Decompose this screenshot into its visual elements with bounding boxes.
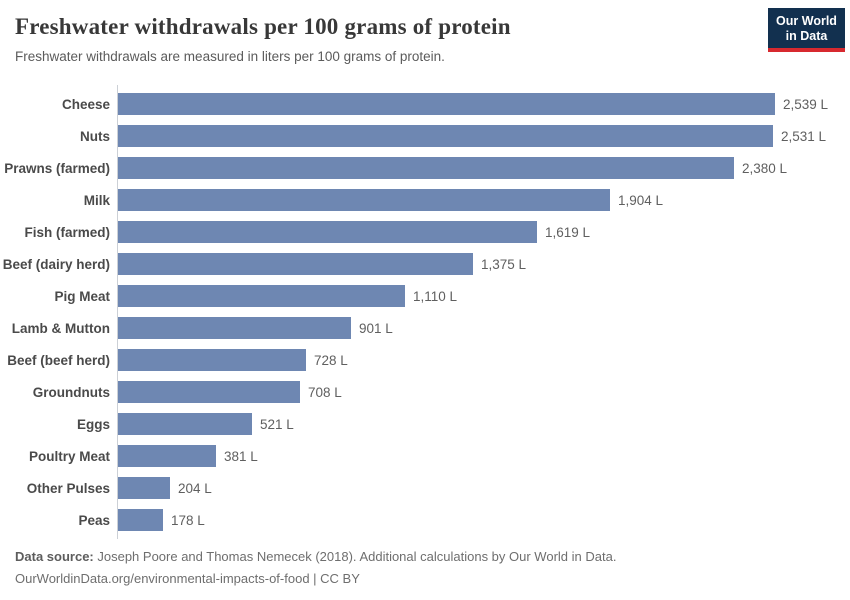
value-label: 2,531 L <box>781 128 827 144</box>
bar[interactable] <box>117 93 775 115</box>
bar-row: Milk 1,904 L <box>0 184 850 216</box>
bar[interactable] <box>117 189 610 211</box>
bar[interactable] <box>117 349 306 371</box>
bar[interactable] <box>117 253 473 275</box>
value-label: 381 L <box>224 448 258 464</box>
category-label: Cheese <box>61 96 110 112</box>
value-label: 728 L <box>314 352 348 368</box>
owid-logo-line2: in Data <box>785 29 828 43</box>
bar-row: Prawns (farmed) 2,380 L <box>0 152 850 184</box>
bar-track: 2,539 L <box>117 93 850 115</box>
value-label: 178 L <box>171 512 205 528</box>
bar-row: Eggs 521 L <box>0 408 850 440</box>
bar-track: 1,110 L <box>117 285 850 307</box>
value-label: 521 L <box>260 416 294 432</box>
bar-row: Groundnuts 708 L <box>0 376 850 408</box>
value-label: 1,110 L <box>413 288 458 304</box>
bar-track: 2,531 L <box>117 125 850 147</box>
bar-track: 204 L <box>117 477 850 499</box>
bar-row: Pig Meat 1,110 L <box>0 280 850 312</box>
bar-track: 1,619 L <box>117 221 850 243</box>
value-label: 2,539 L <box>783 96 829 112</box>
bar-row: Beef (beef herd) 728 L <box>0 344 850 376</box>
category-label: Milk <box>83 192 110 208</box>
bar[interactable] <box>117 125 773 147</box>
bar-track: 178 L <box>117 509 850 531</box>
bar[interactable] <box>117 317 351 339</box>
category-label: Peas <box>78 512 110 528</box>
footer-link-line: OurWorldinData.org/environmental-impacts… <box>15 571 360 586</box>
chart-header: Freshwater withdrawals per 100 grams of … <box>15 14 835 64</box>
bar-row: Other Pulses 204 L <box>0 472 850 504</box>
category-label: Beef (dairy herd) <box>2 256 110 272</box>
y-axis-line <box>117 85 118 539</box>
bar-row: Peas 178 L <box>0 504 850 536</box>
category-label: Prawns (farmed) <box>4 160 110 176</box>
data-source-line: Data source: Joseph Poore and Thomas Nem… <box>15 546 835 568</box>
bar-track: 2,380 L <box>117 157 850 179</box>
bar-track: 381 L <box>117 445 850 467</box>
chart-subtitle: Freshwater withdrawals are measured in l… <box>15 49 445 64</box>
value-label: 1,619 L <box>545 224 591 240</box>
bar[interactable] <box>117 381 300 403</box>
bar-track: 1,375 L <box>117 253 850 275</box>
bar-row: Fish (farmed) 1,619 L <box>0 216 850 248</box>
bar[interactable] <box>117 477 170 499</box>
bar-row: Nuts 2,531 L <box>0 120 850 152</box>
category-label: Nuts <box>80 128 110 144</box>
owid-logo[interactable]: Our World in Data <box>768 8 845 52</box>
category-label: Eggs <box>76 416 110 432</box>
category-label: Other Pulses <box>26 480 110 496</box>
category-label: Poultry Meat <box>28 448 110 464</box>
bar-track: 901 L <box>117 317 850 339</box>
bar-track: 708 L <box>117 381 850 403</box>
owid-logo-line1: Our World <box>776 14 837 28</box>
value-label: 708 L <box>308 384 342 400</box>
bar[interactable] <box>117 509 163 531</box>
bar-track: 1,904 L <box>117 189 850 211</box>
category-label: Fish (farmed) <box>24 224 110 240</box>
bar-row: Cheese 2,539 L <box>0 88 850 120</box>
value-label: 1,904 L <box>618 192 664 208</box>
bar[interactable] <box>117 157 734 179</box>
bar-row: Lamb & Mutton 901 L <box>0 312 850 344</box>
bar[interactable] <box>117 413 252 435</box>
category-label: Beef (beef herd) <box>7 352 110 368</box>
data-source-label: Data source: <box>15 549 94 564</box>
data-source-text: Joseph Poore and Thomas Nemecek (2018). … <box>93 549 617 564</box>
chart-title: Freshwater withdrawals per 100 grams of … <box>15 14 511 39</box>
category-label: Lamb & Mutton <box>11 320 110 336</box>
bar-row: Poultry Meat 381 L <box>0 440 850 472</box>
bar[interactable] <box>117 221 537 243</box>
bar[interactable] <box>117 285 405 307</box>
value-label: 901 L <box>359 320 393 336</box>
value-label: 204 L <box>178 480 212 496</box>
bar-track: 521 L <box>117 413 850 435</box>
bar[interactable] <box>117 445 216 467</box>
bar-chart: Cheese 2,539 L Nuts 2,531 L Prawns (farmed) 2… <box>0 85 850 539</box>
category-label: Pig Meat <box>54 288 110 304</box>
value-label: 1,375 L <box>481 256 527 272</box>
bar-track: 728 L <box>117 349 850 371</box>
value-label: 2,380 L <box>742 160 788 176</box>
category-label: Groundnuts <box>32 384 110 400</box>
bar-row: Beef (dairy herd) 1,375 L <box>0 248 850 280</box>
footer: Data source: Joseph Poore and Thomas Nem… <box>15 546 835 590</box>
